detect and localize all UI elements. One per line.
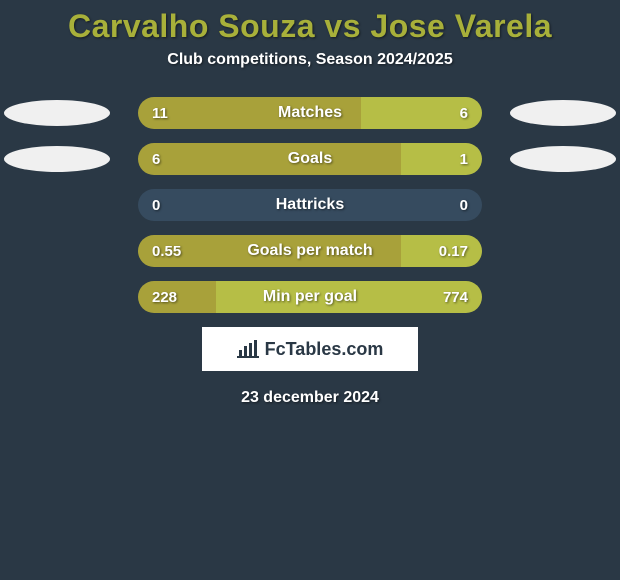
right-oval xyxy=(510,146,616,172)
stat-row: 0.550.17Goals per match xyxy=(0,235,620,267)
stat-bar: 228774Min per goal xyxy=(138,281,482,313)
stat-bar: 61Goals xyxy=(138,143,482,175)
stat-bar: 0.550.17Goals per match xyxy=(138,235,482,267)
left-oval xyxy=(4,100,110,126)
page-title: Carvalho Souza vs Jose Varela xyxy=(0,8,620,45)
logo-text: FcTables.com xyxy=(265,339,384,360)
stat-bar: 00Hattricks xyxy=(138,189,482,221)
metric-label: Min per goal xyxy=(138,281,482,313)
metric-label: Goals xyxy=(138,143,482,175)
date-text: 23 december 2024 xyxy=(0,389,620,407)
left-oval xyxy=(4,146,110,172)
metric-label: Hattricks xyxy=(138,189,482,221)
metric-label: Matches xyxy=(138,97,482,129)
stat-row: 00Hattricks xyxy=(0,189,620,221)
stat-row: 116Matches xyxy=(0,97,620,129)
metric-label: Goals per match xyxy=(138,235,482,267)
subtitle: Club competitions, Season 2024/2025 xyxy=(0,51,620,69)
logo-box: FcTables.com xyxy=(202,327,418,371)
stat-row: 61Goals xyxy=(0,143,620,175)
chart-icon xyxy=(237,340,259,358)
comparison-rows: 116Matches 61Goals 00Hattricks 0.550.17Goal… xyxy=(0,97,620,313)
stat-bar: 116Matches xyxy=(138,97,482,129)
right-oval xyxy=(510,100,616,126)
stat-row: 228774Min per goal xyxy=(0,281,620,313)
